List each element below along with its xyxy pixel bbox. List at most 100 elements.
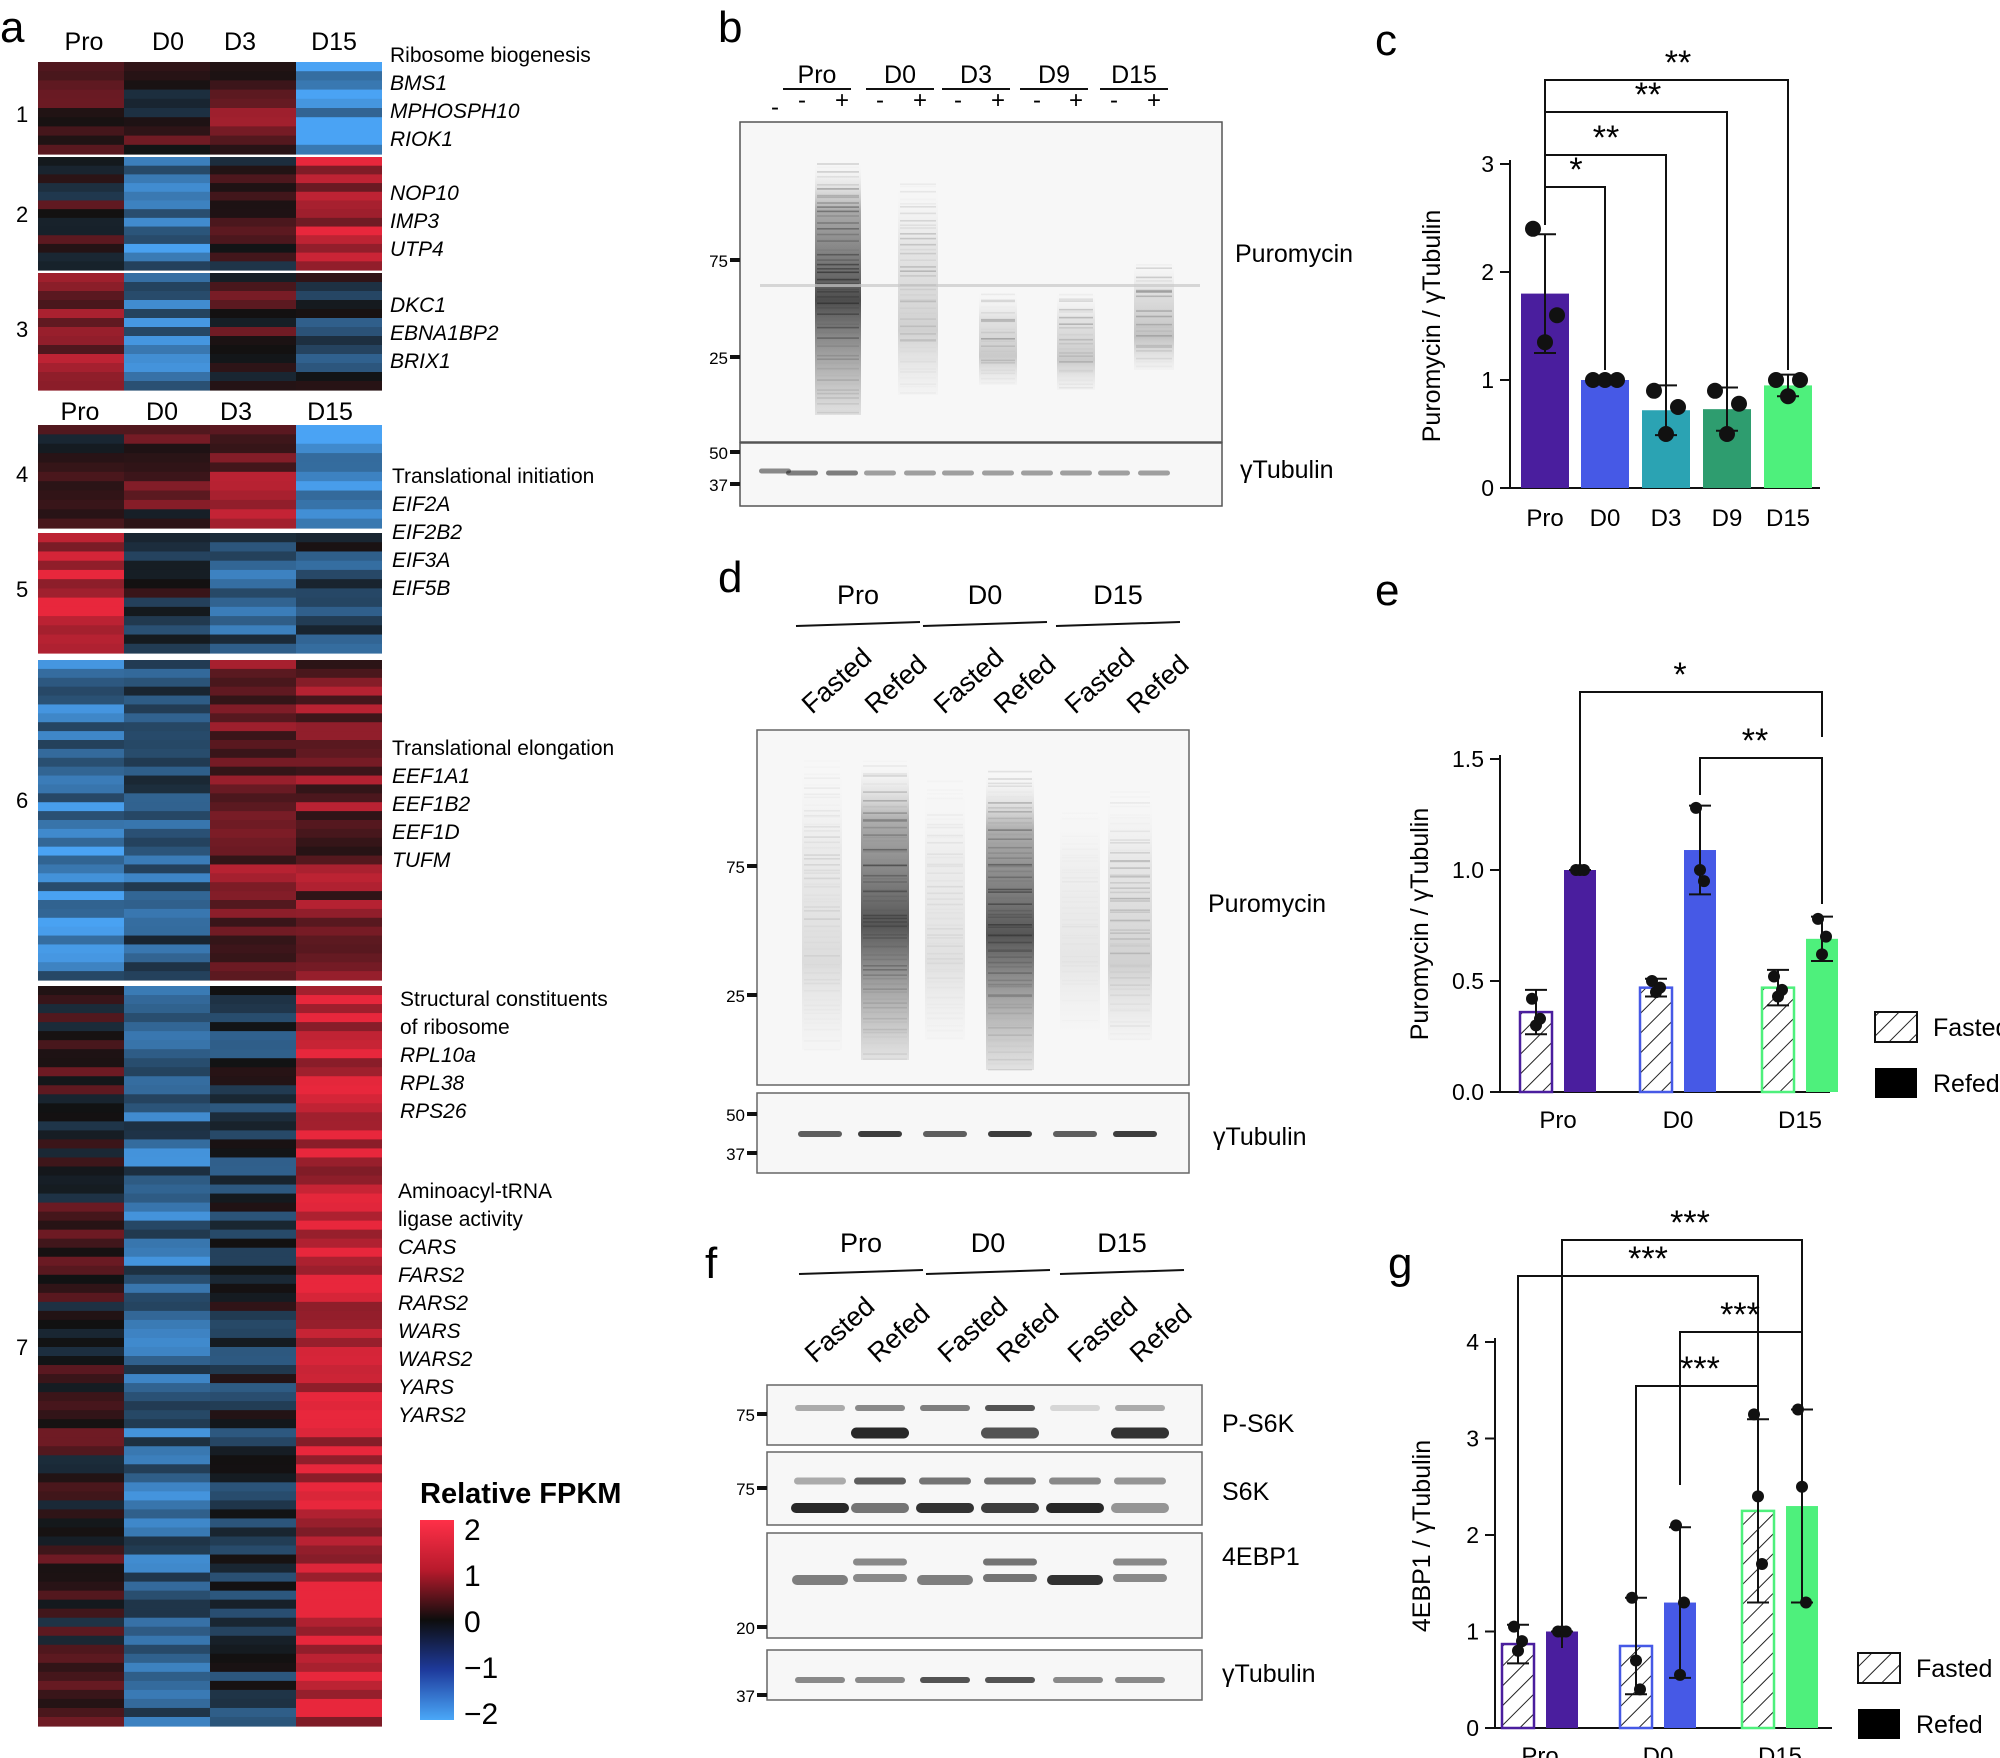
blot-band-line xyxy=(804,966,840,968)
blot-band-line xyxy=(863,791,907,793)
heatmap-cell xyxy=(296,217,382,228)
heatmap-cell xyxy=(38,518,124,529)
blot-band-line xyxy=(804,1022,840,1024)
heatmap-annotation-line: CARS xyxy=(398,1236,456,1259)
heatmap-cell xyxy=(210,917,296,928)
heatmap-cell xyxy=(124,686,210,697)
heatmap-cell xyxy=(124,453,210,464)
heatmap-cell xyxy=(124,802,210,812)
heatmap-cell xyxy=(124,1617,210,1628)
heatmap-cell xyxy=(210,1680,296,1691)
chart-g-point xyxy=(1752,1490,1764,1503)
heatmap-cell xyxy=(124,971,210,981)
heatmap-cell xyxy=(210,971,296,981)
heatmap-cell xyxy=(38,471,124,482)
heatmap-cell xyxy=(124,282,210,292)
blot-band-line xyxy=(927,1018,963,1020)
chart-c-point xyxy=(1525,220,1541,237)
blot-f-ps6k-upper xyxy=(795,1405,845,1411)
heatmap-cell xyxy=(38,634,124,645)
blot-f-marker-1: 75 xyxy=(736,1480,755,1499)
heatmap-annotation-line: WARS2 xyxy=(398,1348,473,1371)
heatmap-cell xyxy=(38,282,124,292)
heatmap-cell xyxy=(296,309,382,319)
blot-band-line xyxy=(804,918,840,920)
blot-band-line xyxy=(804,942,840,944)
blot-b-marker-25-tick xyxy=(730,355,740,359)
heatmap-cell xyxy=(124,291,210,301)
blot-b-header: Pro D0 D3 D9 D15- - + - + - + - + - + xyxy=(771,61,1168,121)
heatmap-cell xyxy=(296,900,382,910)
heatmap-cell xyxy=(296,1103,382,1113)
blot-band-line xyxy=(927,819,963,821)
heatmap-cell xyxy=(210,820,296,830)
heatmap-cell xyxy=(38,686,124,697)
heatmap-cell xyxy=(124,1112,210,1122)
heatmap-cell xyxy=(296,1482,382,1492)
heatmap-cell xyxy=(296,1031,382,1041)
heatmap-cell xyxy=(124,381,210,391)
heatmap-cell xyxy=(38,1572,124,1583)
heatmap-cell xyxy=(296,1698,382,1709)
blot-band-line xyxy=(804,972,840,974)
blot-band-line xyxy=(1110,1039,1150,1041)
heatmap-cell xyxy=(38,643,124,654)
blot-band-line xyxy=(804,824,840,826)
heatmap-cell xyxy=(210,597,296,608)
blot-band-line xyxy=(817,358,859,360)
blot-band-line xyxy=(988,1046,1032,1048)
blot-band-line xyxy=(988,852,1032,854)
blot-band-line xyxy=(817,171,859,173)
heatmap-cell xyxy=(38,1157,124,1168)
blot-d-tubulin-band xyxy=(1053,1131,1097,1137)
heatmap-cell xyxy=(210,1013,296,1023)
chart-e-legend-Fasted: Fasted xyxy=(1933,1014,2000,1042)
heatmap-cell xyxy=(210,900,296,910)
heatmap-cell xyxy=(210,1509,296,1520)
heatmap-cell xyxy=(296,363,382,373)
blot-band-line xyxy=(927,928,963,930)
chart-g-ytick-label-1: 1 xyxy=(1466,1619,1479,1645)
heatmap-cell xyxy=(210,775,296,786)
heatmap-cell xyxy=(210,481,296,492)
heatmap-cell xyxy=(296,1166,382,1177)
heatmap-cell xyxy=(38,995,124,1005)
blot-band-line xyxy=(817,307,859,309)
heatmap-cell xyxy=(296,481,382,492)
blot-band-line xyxy=(988,838,1032,840)
blot-f-group-D0: D0 xyxy=(971,1228,1006,1258)
blot-band-line xyxy=(1136,335,1172,337)
heatmap-cell xyxy=(210,300,296,310)
heatmap-cell xyxy=(210,1365,296,1375)
heatmap-cell xyxy=(210,235,296,245)
heatmap-cell xyxy=(296,1121,382,1131)
heatmap-cell xyxy=(210,62,296,72)
heatmap-cell xyxy=(124,560,210,571)
chart-g-ytick-label-2: 2 xyxy=(1466,1522,1479,1548)
heatmap-cell xyxy=(38,1392,124,1402)
heatmap-cell xyxy=(210,372,296,382)
blot-band-line xyxy=(1110,802,1150,804)
blot-b-marker-50: 50 xyxy=(709,444,728,463)
heatmap-cell xyxy=(296,766,382,777)
heatmap-cell xyxy=(38,98,124,109)
blot-band-line xyxy=(988,770,1032,773)
heatmap-cell xyxy=(296,71,382,81)
blot-band-line xyxy=(981,306,1015,308)
blot-band-line xyxy=(900,190,936,193)
chart-c-sig-2: ** xyxy=(1635,76,1661,114)
heatmap-cell xyxy=(124,273,210,283)
heatmap-cell xyxy=(124,1076,210,1086)
blot-band-line xyxy=(804,816,840,818)
heatmap-cell xyxy=(210,551,296,562)
heatmap-cell xyxy=(210,1103,296,1113)
blot-f-marker-0-tick xyxy=(757,1412,767,1416)
chart-c-ylabel: Puromycin / γTubulin xyxy=(1418,210,1446,443)
heatmap-annotation-line: Ribosome biogenesis xyxy=(390,44,591,67)
blot-band-line xyxy=(988,941,1032,944)
chart-g: g 0 1 2 3 4 4EBP1 / γTubulin Pro D0 D15 Fasted Ref… xyxy=(1388,1204,1992,1758)
blot-band-line xyxy=(981,351,1015,353)
blot-b-lane-sign: - xyxy=(771,94,779,121)
heatmap-cell xyxy=(124,740,210,750)
heatmap-cell xyxy=(38,1121,124,1131)
